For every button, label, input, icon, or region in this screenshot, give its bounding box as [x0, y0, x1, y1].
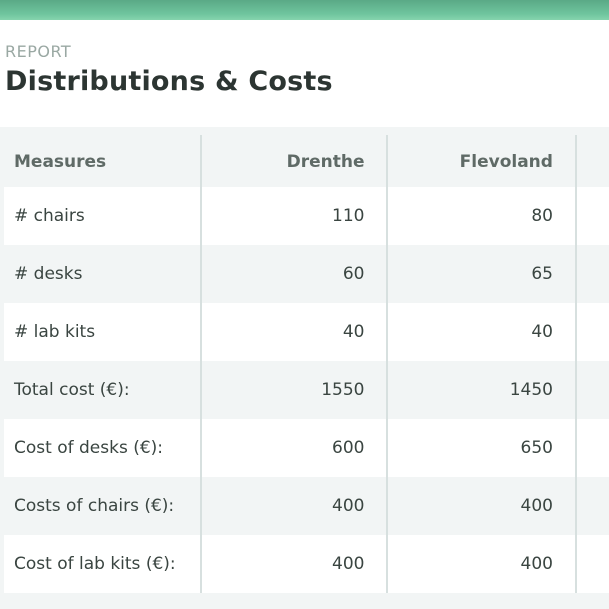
cell-drenthe: 600	[201, 419, 389, 477]
cell-drenthe: 1550	[201, 361, 389, 419]
cell-drenthe: 60	[201, 245, 389, 303]
cell-drenthe: 400	[201, 477, 389, 535]
cell-flevoland: 400	[387, 535, 577, 593]
cell-flevoland: 400	[387, 477, 577, 535]
cell-overflow	[575, 361, 609, 419]
cell-overflow	[575, 187, 609, 245]
table-row: Cost of desks (€): 600 650	[4, 419, 609, 477]
row-label: Cost of desks (€):	[4, 419, 203, 477]
row-label: Cost of lab kits (€):	[4, 535, 203, 593]
cell-flevoland: 40	[387, 303, 577, 361]
cell-overflow	[575, 245, 609, 303]
cell-drenthe: 110	[201, 187, 389, 245]
row-label: # lab kits	[4, 303, 203, 361]
report-kicker: REPORT	[5, 42, 72, 61]
distributions-table: Measures Drenthe Flevoland # chairs 110 …	[4, 135, 609, 593]
cell-flevoland: 1450	[387, 361, 577, 419]
top-accent-bar	[0, 0, 609, 20]
column-header-flevoland[interactable]: Flevoland	[387, 135, 577, 187]
page-title: Distributions & Costs	[5, 66, 333, 97]
table-row: Total cost (€): 1550 1450	[4, 361, 609, 419]
cell-overflow	[575, 303, 609, 361]
table-row: Cost of lab kits (€): 400 400	[4, 535, 609, 593]
table-row: # chairs 110 80	[4, 187, 609, 245]
report-table-container: Measures Drenthe Flevoland # chairs 110 …	[0, 127, 609, 609]
cell-flevoland: 650	[387, 419, 577, 477]
cell-drenthe: 40	[201, 303, 389, 361]
table-header-row: Measures Drenthe Flevoland	[4, 135, 609, 187]
cell-drenthe: 400	[201, 535, 389, 593]
table-row: # desks 60 65	[4, 245, 609, 303]
table-row: Costs of chairs (€): 400 400	[4, 477, 609, 535]
cell-overflow	[575, 535, 609, 593]
cell-flevoland: 80	[387, 187, 577, 245]
cell-overflow	[575, 419, 609, 477]
row-label: Costs of chairs (€):	[4, 477, 203, 535]
column-header-measures[interactable]: Measures	[4, 135, 203, 187]
column-header-drenthe[interactable]: Drenthe	[201, 135, 389, 187]
row-label: Total cost (€):	[4, 361, 203, 419]
cell-flevoland: 65	[387, 245, 577, 303]
column-header-overflow	[575, 135, 609, 187]
table-row: # lab kits 40 40	[4, 303, 609, 361]
row-label: # desks	[4, 245, 203, 303]
row-label: # chairs	[4, 187, 203, 245]
report-header: REPORT Distributions & Costs	[5, 42, 333, 99]
cell-overflow	[575, 477, 609, 535]
